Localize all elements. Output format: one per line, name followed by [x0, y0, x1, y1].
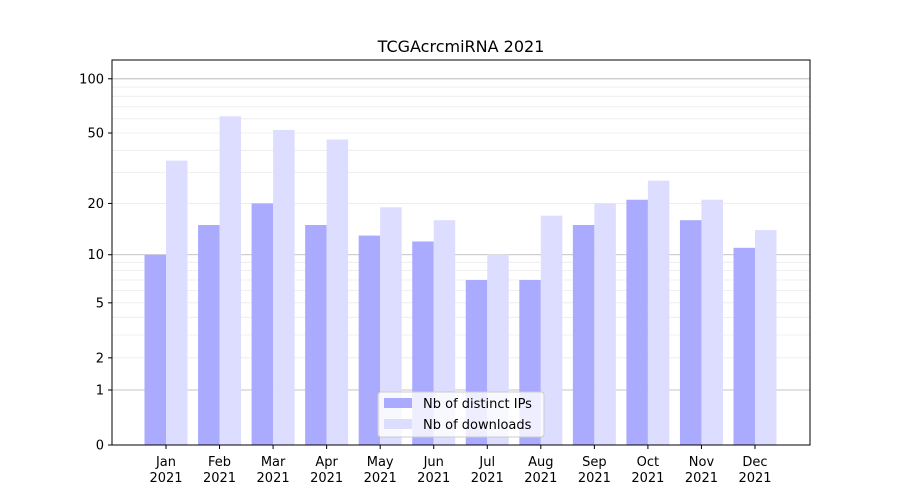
bar-downloads [219, 116, 242, 445]
x-tick-label-month: Jan [155, 455, 176, 470]
bar-ips [733, 247, 755, 445]
axes-frame [111, 59, 811, 446]
legend-label-ips: Nb of distinct IPs [423, 397, 532, 412]
y-tick-label: 1 [96, 384, 104, 399]
x-tick-label-year: 2021 [471, 471, 504, 486]
x-tick-label-year: 2021 [685, 471, 718, 486]
x-tick-label-year: 2021 [524, 471, 557, 486]
x-tick-label-year: 2021 [257, 471, 290, 486]
x-axis: Jan2021Feb2021Mar2021Apr2021May2021Jun20… [149, 445, 772, 486]
x-tick-label-month: Mar [261, 455, 286, 470]
bar-downloads [594, 203, 616, 445]
y-tick-label: 50 [87, 127, 104, 142]
y-tick-label: 10 [87, 248, 104, 263]
bar-ips [626, 199, 648, 445]
bar-downloads [540, 215, 563, 445]
y-tick-label: 100 [79, 72, 104, 87]
x-tick-label-month: Jul [478, 455, 495, 470]
bar-downloads [273, 129, 295, 446]
x-tick-label-year: 2021 [149, 471, 182, 486]
bar-ips [679, 220, 702, 445]
bar-downloads [166, 160, 188, 446]
x-tick-label-year: 2021 [203, 471, 236, 486]
bar-ips [251, 203, 274, 445]
x-tick-label-year: 2021 [364, 471, 397, 486]
chart-title: TCGAcrcmiRNA 2021 [377, 37, 545, 56]
y-tick-label: 0 [96, 439, 104, 454]
x-tick-label-month: Dec [742, 455, 767, 470]
x-tick-label-month: Oct [637, 455, 659, 470]
x-tick-label-month: Nov [689, 455, 715, 470]
bar-ips [144, 254, 166, 445]
x-tick-label-year: 2021 [417, 471, 450, 486]
y-tick-label: 2 [96, 351, 104, 366]
x-tick-label-month: Sep [582, 455, 607, 470]
x-tick-label-month: Feb [208, 455, 231, 470]
bar-downloads [755, 230, 777, 445]
x-tick-label-month: Aug [528, 455, 553, 470]
x-tick-label-month: Apr [315, 455, 338, 470]
legend: Nb of distinct IPs Nb of downloads [377, 391, 545, 438]
bar-ips [198, 225, 220, 445]
bar-downloads [647, 180, 670, 446]
y-tick-label: 5 [96, 296, 104, 311]
bar-ips [358, 235, 381, 445]
x-tick-label-year: 2021 [738, 471, 771, 486]
legend-swatch-ips [384, 398, 412, 408]
bar-ips [572, 225, 595, 445]
bar-downloads [326, 139, 349, 445]
x-tick-label-year: 2021 [310, 471, 343, 486]
x-tick-label-month: Jun [423, 455, 444, 470]
y-axis: 0 1 2 5 10 20 50 100 [79, 72, 112, 454]
bar-downloads [433, 220, 456, 445]
x-tick-label-year: 2021 [631, 471, 664, 486]
y-tick-label: 20 [87, 197, 104, 212]
legend-swatch-downloads [384, 419, 412, 429]
legend-label-downloads: Nb of downloads [423, 418, 532, 433]
legend-box [377, 391, 545, 438]
x-tick-label-year: 2021 [578, 471, 611, 486]
bar-downloads [701, 199, 723, 445]
bar-downloads [380, 207, 402, 445]
x-tick-label-month: May [367, 455, 394, 470]
bar-ips [305, 225, 327, 445]
